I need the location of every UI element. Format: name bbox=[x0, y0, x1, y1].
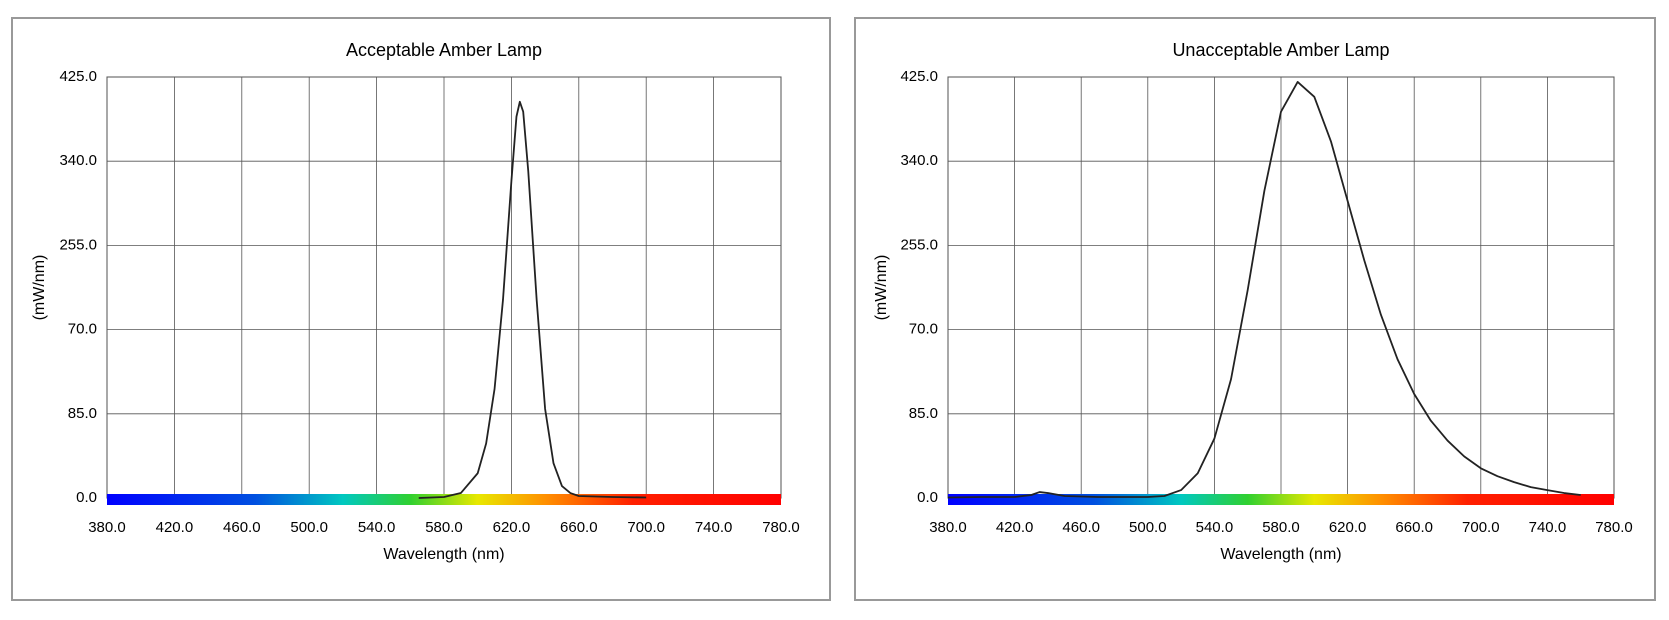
x-tick-label: 500.0 bbox=[290, 519, 328, 536]
x-tick-label: 460.0 bbox=[223, 519, 261, 536]
spectrum-line bbox=[947, 81, 1581, 499]
x-tick-label: 580.0 bbox=[425, 519, 463, 536]
x-tick-label: 420.0 bbox=[156, 519, 194, 536]
x-tick-label: 620.0 bbox=[493, 519, 531, 536]
y-tick-label: 255.0 bbox=[900, 236, 938, 253]
x-tick-label: 420.0 bbox=[996, 519, 1034, 536]
x-tick-label: 700.0 bbox=[1462, 519, 1500, 536]
x-tick-label: 660.0 bbox=[560, 519, 598, 536]
chart-title: Acceptable Amber Lamp bbox=[346, 40, 542, 60]
y-tick-label: 340.0 bbox=[900, 152, 938, 169]
x-tick-label: 540.0 bbox=[358, 519, 396, 536]
y-tick-label: 0.0 bbox=[917, 489, 938, 506]
x-tick-label: 780.0 bbox=[762, 519, 800, 536]
x-axis-label: Wavelength (nm) bbox=[1220, 546, 1341, 563]
x-tick-label: 500.0 bbox=[1129, 519, 1167, 536]
y-tick-label: 85.0 bbox=[909, 405, 938, 422]
y-tick-label: 0.0 bbox=[76, 489, 97, 506]
y-tick-label: 425.0 bbox=[900, 68, 938, 85]
x-tick-label: 740.0 bbox=[695, 519, 733, 536]
y-tick-label: 70.0 bbox=[909, 321, 938, 338]
x-tick-label: 540.0 bbox=[1196, 519, 1234, 536]
spectrum-bar bbox=[107, 494, 781, 505]
y-tick-label: 425.0 bbox=[59, 68, 97, 85]
x-tick-label: 620.0 bbox=[1329, 519, 1367, 536]
x-tick-label: 380.0 bbox=[88, 519, 126, 536]
y-axis-label: (mW/nm) bbox=[873, 255, 890, 321]
x-tick-label: 380.0 bbox=[929, 519, 967, 536]
y-tick-label: 340.0 bbox=[59, 152, 97, 169]
x-tick-label: 740.0 bbox=[1529, 519, 1567, 536]
spectrum-line bbox=[418, 100, 647, 499]
x-tick-label: 660.0 bbox=[1395, 519, 1433, 536]
y-tick-label: 255.0 bbox=[59, 236, 97, 253]
y-axis-label: (mW/nm) bbox=[31, 255, 48, 321]
spectrum-bar bbox=[948, 494, 1614, 505]
x-tick-label: 700.0 bbox=[627, 519, 665, 536]
y-tick-label: 85.0 bbox=[68, 405, 97, 422]
x-axis-label: Wavelength (nm) bbox=[383, 546, 504, 563]
x-tick-label: 460.0 bbox=[1062, 519, 1100, 536]
chart-title: Unacceptable Amber Lamp bbox=[1172, 40, 1389, 60]
x-tick-label: 780.0 bbox=[1595, 519, 1633, 536]
x-tick-label: 580.0 bbox=[1262, 519, 1300, 536]
y-tick-label: 70.0 bbox=[68, 321, 97, 338]
